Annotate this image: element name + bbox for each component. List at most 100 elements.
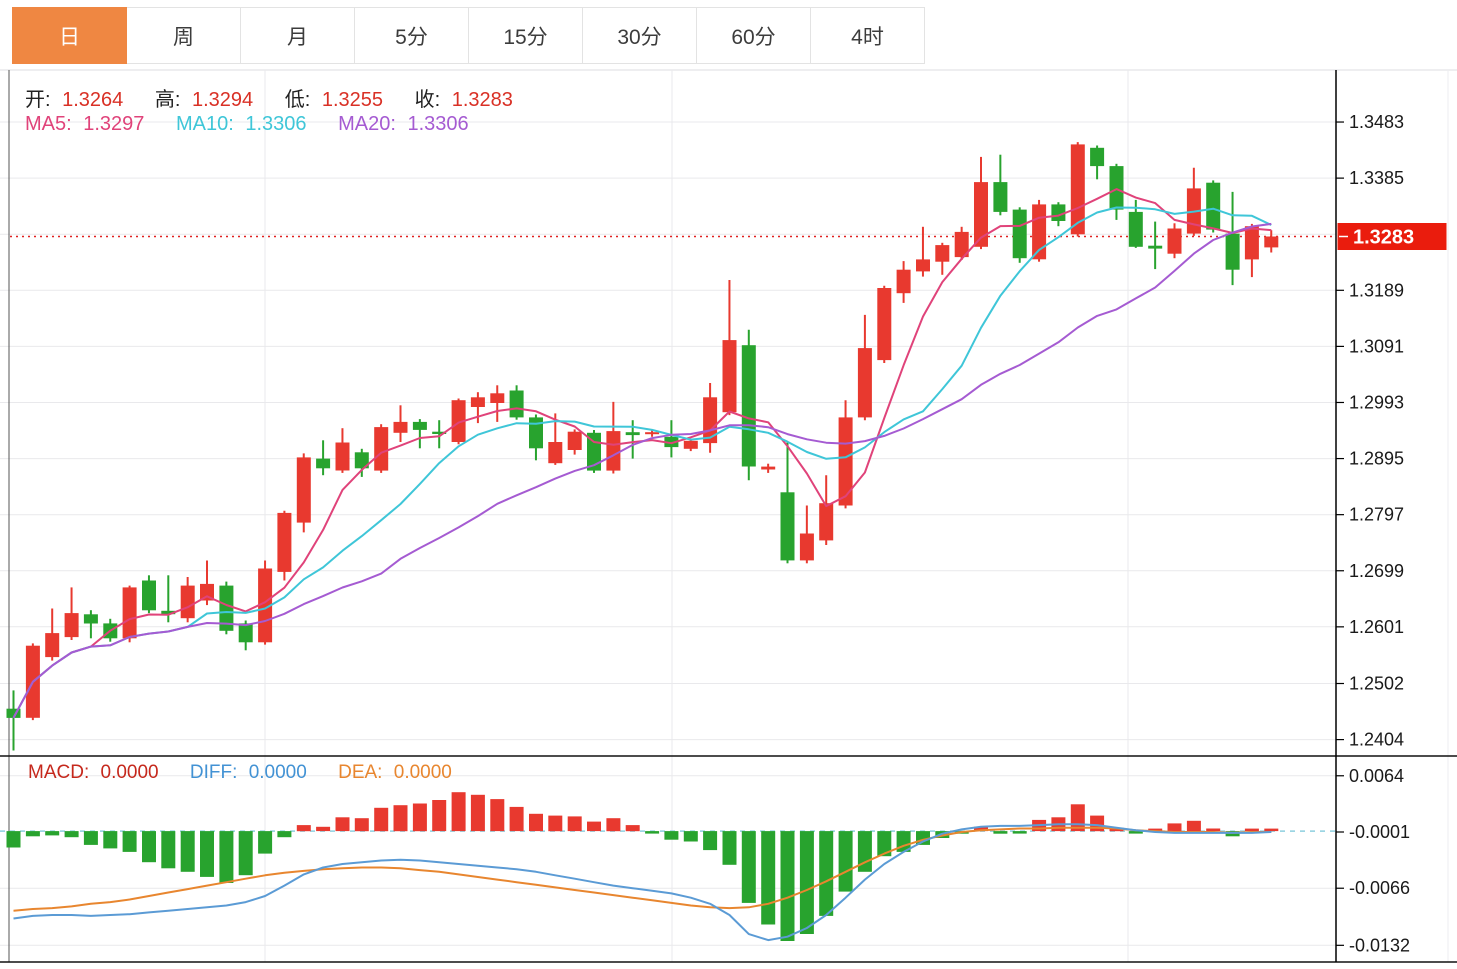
candle-body (625, 432, 640, 436)
candle-body (916, 259, 930, 272)
axis-label: -0.0001 (1349, 822, 1410, 842)
candle-body (200, 583, 214, 601)
macd-bar (567, 816, 582, 832)
low-value: 1.3255 (321, 89, 384, 111)
macd-bar (1244, 828, 1259, 832)
candle-body (316, 458, 331, 469)
candle-body (83, 614, 98, 624)
diff-label: DIFF: (189, 762, 238, 783)
tab-4hour[interactable]: 4时 (811, 7, 925, 64)
candle-body (819, 503, 834, 541)
ohlc-readout: 开: 1.3264 高: 1.3294 低: 1.3255 收: 1.3283 (25, 83, 519, 112)
macd-bar (780, 831, 795, 941)
macd-bar (335, 817, 350, 832)
macd-bar (45, 831, 60, 836)
candle-body (645, 432, 660, 435)
macd-bar (200, 831, 214, 877)
candle-body (6, 708, 21, 718)
ma5-line (12, 188, 1272, 719)
candle-body (277, 512, 292, 572)
macd-bar (587, 821, 601, 832)
candle-body (490, 393, 505, 403)
candle-body (799, 533, 814, 561)
price-axis-labels: 1.3483 1.3385 1.3189 1.3091 1.2993 1.2895 1.27… (1336, 112, 1410, 955)
candle-body (993, 182, 1008, 212)
tab-5min[interactable]: 5分 (355, 7, 469, 64)
candle-body (296, 457, 311, 523)
macd-readout: MACD: 0.0000 DIFF: 0.0000 DEA: 0.0000 (28, 762, 458, 784)
macd-bar (1012, 831, 1027, 834)
macd-bar (993, 831, 1008, 834)
macd-bar (470, 794, 485, 832)
candle-body (838, 417, 853, 506)
macd-bar (606, 818, 621, 832)
dea-line (13, 826, 1272, 912)
candle-body (664, 436, 679, 448)
candle-body (219, 585, 234, 631)
candle-body (877, 288, 892, 361)
macd-bar (103, 831, 118, 849)
macd-bar (509, 806, 524, 832)
macd-bar (83, 831, 98, 845)
macd-label: MACD: (28, 762, 90, 783)
ma-lines (12, 188, 1272, 719)
candle-body (761, 466, 776, 470)
candle-body (954, 231, 969, 258)
close-label: 收: (414, 89, 441, 111)
ma20-label: MA20: (338, 113, 396, 135)
macd-bar (6, 831, 21, 848)
candle-body (354, 452, 369, 469)
candle-body (606, 431, 621, 471)
last-price-badge-text: 1.3283 (1353, 227, 1414, 249)
macd-bar (1128, 831, 1143, 834)
candle-body (1206, 182, 1221, 230)
candle-body (238, 623, 253, 643)
axis-label: 1.2699 (1349, 561, 1404, 581)
macd-bar (722, 831, 737, 865)
macd-bar (548, 815, 563, 832)
tab-60min[interactable]: 60分 (697, 7, 811, 64)
macd-bar (64, 831, 79, 838)
candle-body (432, 431, 447, 434)
candle-body (529, 417, 543, 449)
macd-bar (161, 831, 176, 869)
macd-bar (799, 831, 814, 934)
candle-body (374, 427, 389, 471)
candle-body (548, 442, 563, 464)
axis-label: 1.3091 (1349, 336, 1404, 356)
axis-label: 1.2404 (1349, 730, 1404, 750)
tab-30min[interactable]: 30分 (583, 7, 697, 64)
gridlines (0, 69, 1457, 962)
macd-bar (122, 831, 137, 852)
candle-body (1012, 209, 1027, 259)
ma5-label: MA5: (25, 113, 72, 135)
open-value: 1.3264 (62, 89, 124, 111)
open-label: 开: (25, 89, 51, 111)
macd-bar (741, 831, 756, 903)
candle-body (258, 568, 273, 643)
ma10-label: MA10: (175, 113, 234, 135)
candle-body (1264, 236, 1279, 248)
tab-week[interactable]: 周 (127, 7, 241, 64)
dea-value: 0.0000 (393, 762, 452, 783)
candle-body (703, 397, 718, 444)
candle-body (412, 421, 427, 430)
diff-line (13, 823, 1272, 942)
candle-body (722, 340, 737, 413)
tab-day[interactable]: 日 (12, 7, 127, 64)
macd-bar (1186, 820, 1201, 832)
candles-layer (6, 142, 1279, 751)
candle-body (974, 182, 988, 247)
ma20-value: 1.3306 (407, 113, 469, 135)
axis-label: 1.2895 (1349, 449, 1404, 469)
macd-bar (238, 831, 253, 876)
dea-label: DEA: (338, 762, 383, 783)
tab-15min[interactable]: 15分 (469, 7, 583, 64)
candle-body (1128, 211, 1143, 247)
ma20-line (12, 222, 1272, 719)
axis-label: 1.3483 (1349, 112, 1404, 132)
high-value: 1.3294 (191, 89, 254, 111)
ma-readout: MA5: 1.3297 MA10: 1.3306 MA20: 1.3306 (25, 113, 475, 136)
tab-month[interactable]: 月 (241, 7, 355, 64)
